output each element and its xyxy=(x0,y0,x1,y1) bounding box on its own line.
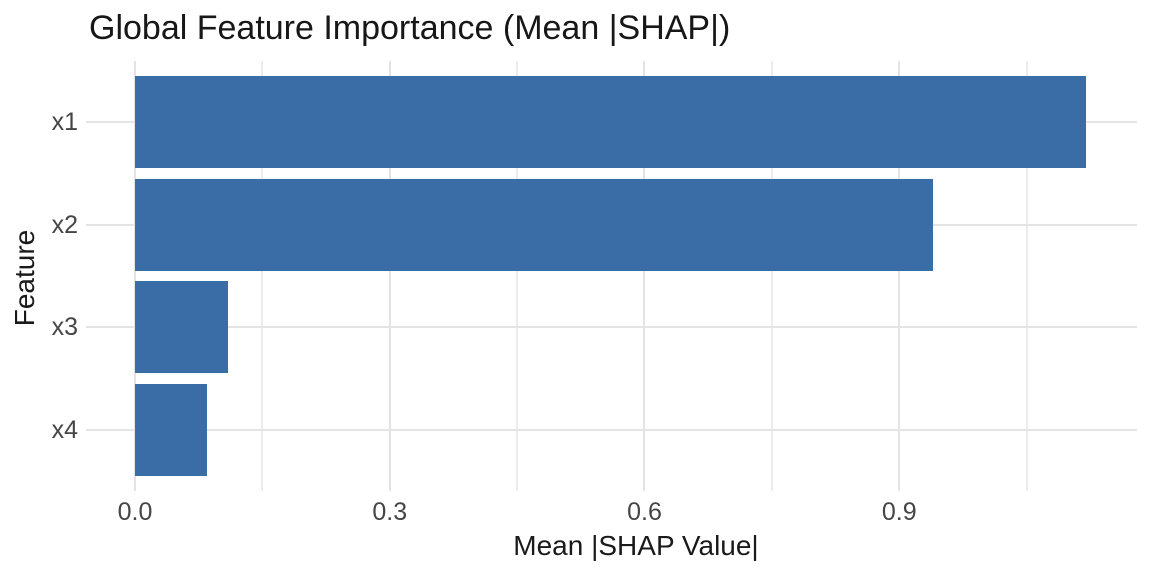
y-tick-x2 xyxy=(86,223,135,226)
chart-title: Global Feature Importance (Mean |SHAP|) xyxy=(89,9,731,47)
x-tick-label-0.0: 0.0 xyxy=(117,498,153,526)
bar-x3 xyxy=(135,281,229,374)
x-tick-label-0.6: 0.6 xyxy=(627,498,662,526)
y-tick-x4 xyxy=(86,428,135,431)
y-tick-x3 xyxy=(86,326,135,329)
x-major-gridline-0 xyxy=(134,61,136,491)
y-tick-label-x4: x4 xyxy=(51,415,78,444)
x-major-gridline-0.9 xyxy=(898,61,901,491)
y-tick-label-x1: x1 xyxy=(51,108,78,137)
bar-x1 xyxy=(135,76,1087,169)
bar-x2 xyxy=(135,178,934,271)
y-gridline-x4 xyxy=(135,428,1137,431)
bar-x4 xyxy=(135,383,208,476)
y-tick-x1 xyxy=(86,121,135,124)
x-major-gridline-0.3 xyxy=(388,61,391,491)
y-tick-label-x2: x2 xyxy=(51,210,78,239)
y-gridline-x3 xyxy=(135,326,1137,329)
y-axis-title: Feature xyxy=(9,229,40,327)
x-major-gridline-0.6 xyxy=(643,61,646,491)
x-minor-gridline-0.15 xyxy=(261,61,264,491)
x-tick-label-0.3: 0.3 xyxy=(372,498,408,526)
x-tick-label-0.9: 0.9 xyxy=(881,498,917,526)
x-minor-gridline-1.05 xyxy=(1025,61,1028,491)
plot-panel xyxy=(134,61,1137,491)
y-tick-label-x3: x3 xyxy=(51,313,78,342)
x-minor-gridline-0.75 xyxy=(770,61,773,491)
x-minor-gridline-0.45 xyxy=(516,61,519,491)
x-axis-title: Mean |SHAP Value| xyxy=(513,530,759,561)
